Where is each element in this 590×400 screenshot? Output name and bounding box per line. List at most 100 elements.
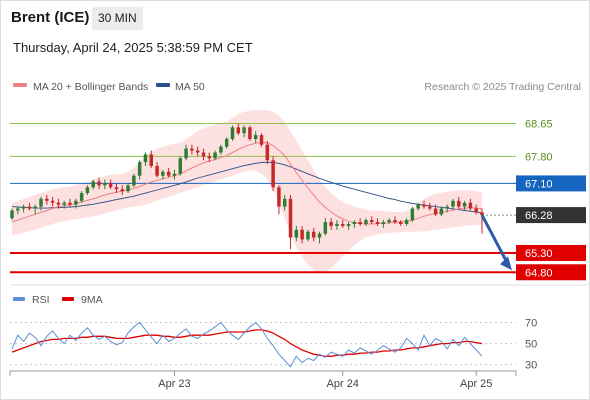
candle [259,133,264,147]
rsi-tick-label: 70 [525,318,537,330]
candle [422,200,426,209]
candle [306,229,310,242]
candle [393,216,397,224]
candle [329,218,333,230]
candle [126,183,130,194]
candle [16,206,20,215]
instrument-title: Brent (ICE) [11,9,90,26]
rsi-ma-legend-swatch [62,297,74,301]
rsi-plot: 70 50 30 [10,318,537,372]
candle [195,146,200,157]
candle [207,152,212,163]
candle [155,162,159,178]
candle [410,206,415,223]
candle [451,198,455,209]
candle [370,216,374,224]
candle [288,195,293,250]
candle [433,204,438,217]
candle [341,220,345,228]
ma20-legend-swatch [13,83,27,87]
candle [387,218,391,224]
candle [335,220,339,230]
candle [439,206,444,217]
candle [224,137,229,149]
candle [74,198,78,209]
candle [271,156,275,192]
ma50-legend-label: MA 50 [175,81,205,93]
main-legend: MA 20 + Bollinger Bands MA 50 Research ©… [13,81,581,93]
research-credit: Research © 2025 Trading Central [424,81,581,93]
candle [103,179,107,190]
candle [161,169,165,180]
candle [21,204,26,213]
ma20-line [11,141,483,225]
level-label-3: 66.28 [525,210,553,222]
rsi-tick-label: 30 [525,360,537,372]
candle [149,150,153,168]
projection-arrowhead [500,256,512,271]
candle [33,204,37,215]
rsi-ma-line [11,329,483,357]
candle [457,196,461,209]
candle [120,185,124,195]
time-axis: Apr 23 Apr 24 Apr 25 [9,370,517,390]
candle [39,196,43,211]
candle [45,195,49,205]
candle [166,167,171,178]
level-label-1: 67.80 [525,151,553,163]
x-tick-label: Apr 23 [158,378,190,390]
x-tick-label: Apr 25 [460,378,492,390]
candle [428,202,432,211]
candle [462,200,467,211]
candle [277,185,281,215]
chart-datetime: Thursday, April 24, 2025 5:38:59 PM CET [13,40,253,55]
candle [358,218,362,226]
candle [242,125,246,138]
candle [352,220,357,228]
level-label-2: 67.10 [525,178,553,190]
candle [27,202,32,211]
rsi-legend-label: RSI [32,294,50,306]
candle [62,200,66,209]
level-tag-2 [516,175,586,192]
candle [114,183,119,194]
candle [375,218,380,226]
candle [230,125,235,141]
candle [132,173,136,188]
timeframe-badge[interactable]: 30 MIN [92,7,143,30]
ma20-legend-label: MA 20 + Bollinger Bands [33,81,148,93]
ma50-legend-swatch [156,83,170,87]
candle [190,144,194,155]
candle [85,185,90,195]
candle [68,198,72,207]
candle [248,125,252,141]
projection-arrow [480,214,510,265]
candle [468,198,473,211]
x-tick-label: Apr 24 [327,378,359,390]
rsi-line [11,321,483,368]
candle [213,150,217,161]
candle [474,204,478,215]
candle [10,208,14,221]
candle [317,231,322,244]
candle [201,148,206,161]
candle [364,218,368,226]
ma50-line [11,161,483,214]
level-tag-3 [516,207,586,224]
level-labels: 68.65 67.80 67.10 66.28 65.30 64.80 [516,119,586,281]
rsi-legend-swatch [13,297,25,301]
level-label-4: 65.30 [525,248,553,260]
candle [399,220,403,226]
candle [56,198,61,209]
candle [219,144,223,155]
candle [172,169,177,180]
candle [445,204,449,213]
candle [178,156,183,176]
rsi-ma-legend-label: 9MA [81,294,103,306]
candle [381,220,386,228]
candle [108,179,113,190]
level-tag-5 [516,264,586,281]
candle [282,195,287,211]
rsi-tick-label: 50 [525,339,537,351]
candle [416,202,420,211]
